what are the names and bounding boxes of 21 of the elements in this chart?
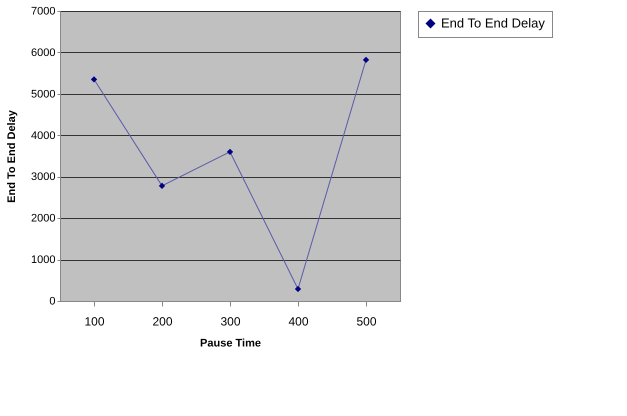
x-tick-label: 200 [152, 314, 173, 328]
legend-label: End To End Delay [441, 16, 546, 30]
y-tick-label: 1000 [31, 254, 56, 266]
y-tick-label: 7000 [31, 6, 56, 18]
point [158, 182, 166, 189]
y-tick-label: 4000 [31, 130, 56, 142]
y-axis-title: End To End Delay [6, 109, 18, 203]
y-tick-label: 0 [49, 296, 56, 308]
x-tick-label: 100 [84, 314, 105, 328]
x-tick-label: 400 [288, 314, 309, 328]
point [362, 56, 370, 64]
point [90, 76, 98, 83]
x-tick-label: 500 [356, 314, 377, 328]
x-tick-label: 300 [220, 314, 241, 328]
point [294, 286, 302, 292]
y-tick-label: 6000 [31, 46, 56, 59]
x-axis-title: Pause Time [200, 338, 261, 350]
y-tick-label: 2000 [31, 212, 56, 225]
y-tick-label: 5000 [31, 88, 56, 100]
y-tick-label: 3000 [31, 171, 56, 184]
point [226, 148, 234, 156]
